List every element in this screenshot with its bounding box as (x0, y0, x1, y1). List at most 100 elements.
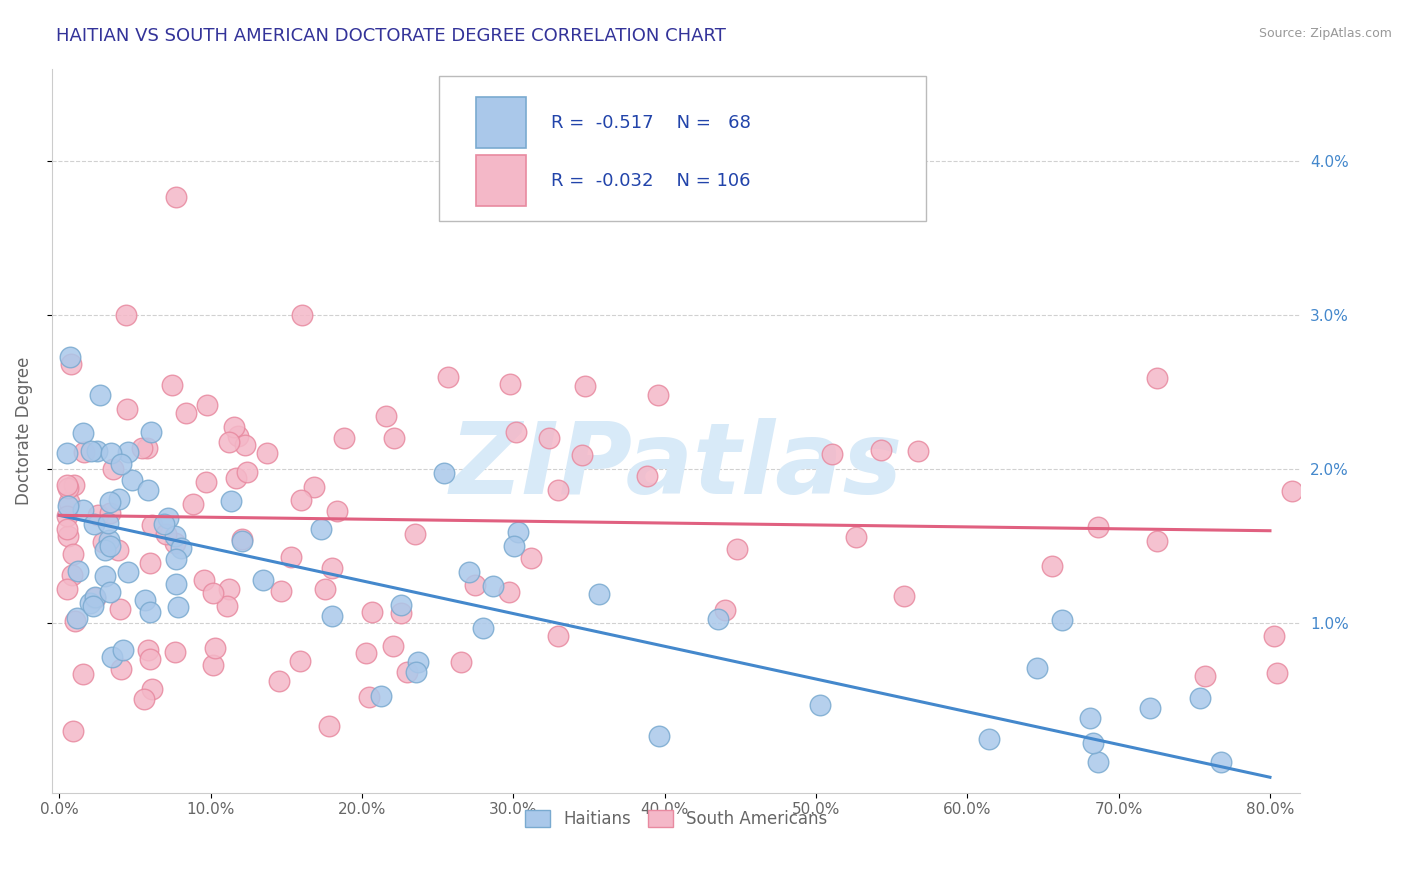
Point (58, 482, 80, 496)
Point (56, 582, 79, 596)
Point (382, 431, 405, 445)
Point (58, 495, 80, 509)
Point (1083, 735, 1105, 749)
Point (134, 691, 156, 706)
Point (66, 611, 89, 625)
Point (153, 517, 176, 532)
Point (256, 446, 278, 460)
Point (845, 530, 868, 544)
Point (117, 445, 139, 459)
Text: Source: ZipAtlas.com: Source: ZipAtlas.com (1258, 27, 1392, 40)
Point (86, 444, 108, 458)
Point (226, 429, 249, 443)
Point (56, 509, 79, 524)
Point (139, 425, 162, 439)
Point (977, 731, 1000, 746)
Point (405, 665, 427, 680)
Point (141, 518, 163, 533)
Point (160, 378, 183, 392)
Text: ZIPatlas: ZIPatlas (450, 418, 903, 516)
Point (139, 605, 162, 619)
Point (167, 600, 190, 615)
Point (136, 642, 159, 657)
Point (808, 698, 831, 712)
Point (87, 508, 110, 523)
Point (83, 591, 105, 605)
Point (94, 542, 117, 557)
Point (870, 442, 893, 457)
Point (1050, 613, 1073, 627)
Point (357, 690, 380, 704)
Point (1146, 533, 1168, 548)
Point (135, 441, 157, 455)
Point (72, 503, 94, 517)
Point (100, 446, 122, 460)
Point (110, 662, 132, 676)
Point (547, 483, 569, 498)
Point (165, 536, 187, 550)
Point (360, 605, 382, 619)
Point (821, 447, 844, 461)
Point (1265, 665, 1288, 680)
Point (636, 469, 658, 483)
Point (215, 599, 238, 614)
Point (72, 425, 94, 440)
Point (98, 506, 121, 520)
Point (91, 535, 114, 549)
Point (156, 511, 179, 525)
Point (481, 579, 503, 593)
Point (311, 522, 333, 536)
Point (219, 493, 242, 508)
Point (110, 458, 132, 472)
Point (907, 443, 929, 458)
Point (82, 599, 104, 614)
Point (321, 609, 343, 624)
Point (498, 584, 520, 599)
Point (280, 549, 302, 564)
Point (356, 647, 378, 661)
Point (165, 645, 187, 659)
Point (111, 643, 134, 657)
Y-axis label: Doctorate Degree: Doctorate Degree (15, 357, 32, 505)
Point (464, 578, 486, 592)
Point (893, 589, 915, 603)
Point (1087, 755, 1109, 769)
Point (108, 491, 131, 506)
Point (163, 529, 186, 543)
Point (252, 573, 274, 587)
Point (333, 431, 356, 445)
Point (63, 478, 86, 492)
Point (321, 561, 343, 575)
Point (1078, 711, 1101, 725)
Point (1209, 755, 1232, 769)
Point (80, 443, 103, 458)
Point (326, 504, 349, 518)
Point (538, 431, 561, 445)
Point (138, 556, 160, 570)
Point (547, 629, 569, 643)
Point (138, 652, 160, 666)
Point (195, 399, 218, 413)
Point (648, 730, 671, 744)
Point (131, 441, 153, 455)
Point (115, 402, 138, 417)
Point (83, 516, 105, 531)
Point (314, 582, 336, 596)
Point (62, 547, 84, 561)
Point (73, 445, 96, 459)
Point (404, 527, 426, 541)
Point (436, 370, 458, 384)
Point (98, 585, 121, 599)
Point (97, 516, 120, 530)
Point (389, 607, 412, 621)
Text: R =  -0.517    N =   68: R = -0.517 N = 68 (551, 114, 751, 132)
Point (458, 566, 481, 580)
Point (706, 611, 728, 625)
Point (201, 586, 224, 600)
Point (134, 592, 156, 607)
Point (195, 475, 218, 489)
Point (508, 525, 530, 540)
Point (222, 420, 245, 434)
Point (406, 655, 429, 669)
Text: HAITIAN VS SOUTH AMERICAN DOCTORATE DEGREE CORRELATION CHART: HAITIAN VS SOUTH AMERICAN DOCTORATE DEGR… (56, 27, 725, 45)
